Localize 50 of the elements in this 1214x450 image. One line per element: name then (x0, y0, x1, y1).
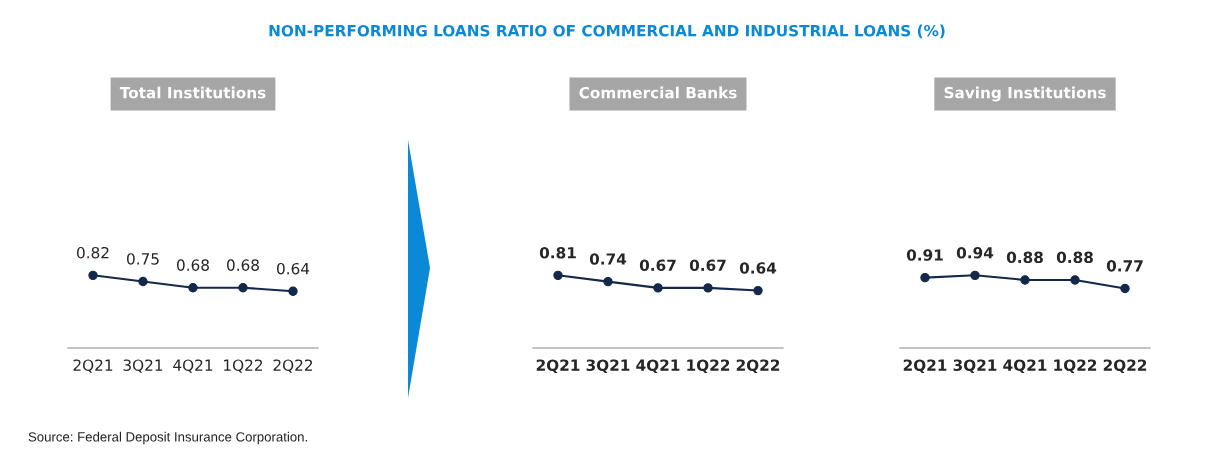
x-tick-label: 4Q21 (1003, 359, 1047, 373)
point (603, 276, 613, 287)
point (753, 285, 763, 296)
x-tick-label: 1Q22 (1054, 359, 1097, 373)
point (653, 283, 663, 293)
x-tick-label: 4Q21 (173, 359, 213, 373)
x-tick-label: 3Q21 (123, 359, 163, 373)
x-tick-label: 1Q22 (224, 359, 263, 373)
data-label: 0.68 (177, 259, 209, 271)
x-tick-label: 2Q21 (536, 359, 580, 373)
x-tick-label: 2Q22 (1103, 359, 1147, 373)
x-tick-label: 2Q21 (903, 359, 947, 373)
data-label: 0.82 (77, 246, 109, 259)
x-tick-label: 3Q21 (953, 359, 997, 373)
data-label: 0.77 (1106, 260, 1143, 272)
x-tick-label: 4Q21 (636, 359, 680, 373)
data-label: 0.91 (906, 249, 943, 261)
x-tick-label: 2Q22 (736, 359, 780, 373)
point (970, 270, 980, 281)
x-tick-label: 3Q21 (586, 359, 630, 373)
data-label: 0.75 (127, 253, 159, 265)
data-label: 0.64 (277, 262, 310, 275)
data-label: 0.88 (1056, 251, 1093, 264)
point (1120, 283, 1130, 294)
chart-title: Saving Institutions (944, 86, 1106, 102)
chart-title: Total Institutions (119, 86, 266, 99)
point (920, 272, 930, 283)
point (138, 276, 148, 287)
point (1020, 275, 1030, 285)
x-tick-label: 1Q22 (687, 359, 730, 373)
point (703, 283, 713, 293)
x-tick-label: 2Q21 (73, 359, 113, 373)
data-label: 0.74 (589, 253, 627, 265)
data-label: 0.68 (227, 259, 259, 271)
data-label: 0.67 (639, 259, 676, 272)
chart-title: Commercial Banks (579, 86, 737, 99)
data-label: 0.64 (739, 262, 777, 274)
point (88, 270, 98, 281)
point (1070, 275, 1080, 285)
data-label: 0.67 (689, 259, 726, 272)
data-label: 0.88 (1006, 251, 1043, 264)
point (238, 283, 248, 293)
data-label: 0.81 (539, 246, 576, 259)
source-note: Source: Federal Deposit Insurance Corporation. (28, 431, 307, 445)
text: NON-PERFORMING LOANS RATIO OF COMMERCIAL AND INDUSTRIAL LOANS (%) (269, 24, 945, 39)
x-tick-label: 2Q22 (273, 359, 313, 373)
point (288, 286, 298, 296)
point (188, 283, 198, 293)
data-label: 0.94 (956, 246, 994, 259)
point (553, 270, 563, 281)
